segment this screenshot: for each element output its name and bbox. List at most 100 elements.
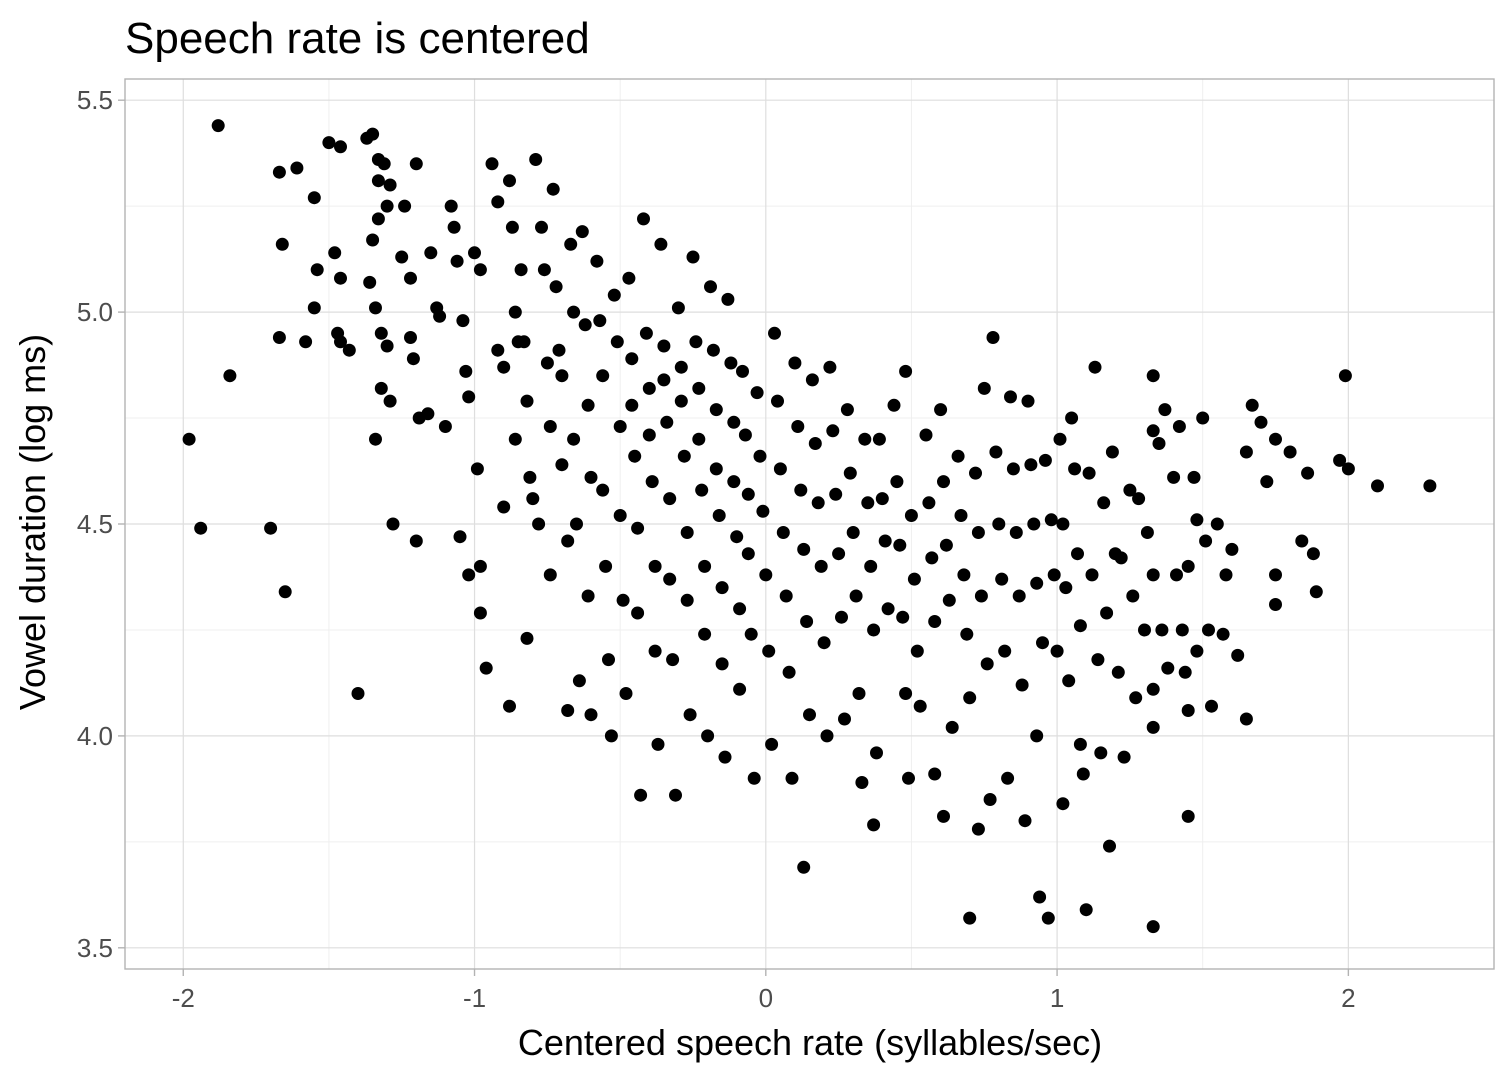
data-point xyxy=(473,606,487,620)
data-point xyxy=(334,335,347,349)
data-point xyxy=(858,432,872,446)
data-point xyxy=(275,237,289,251)
data-point xyxy=(934,403,948,417)
data-point xyxy=(843,466,857,480)
data-point xyxy=(1117,750,1131,764)
data-point xyxy=(433,309,447,323)
data-point xyxy=(899,364,913,378)
data-point xyxy=(829,487,843,501)
data-point xyxy=(1187,470,1201,484)
data-point xyxy=(529,153,543,166)
data-point xyxy=(619,687,633,700)
data-point xyxy=(727,415,741,429)
data-point xyxy=(945,720,959,734)
data-point xyxy=(715,581,729,595)
data-point xyxy=(671,301,685,315)
data-point xyxy=(593,314,607,328)
data-point xyxy=(980,657,994,671)
data-point xyxy=(1027,517,1041,531)
data-point xyxy=(607,288,621,302)
data-point xyxy=(406,352,420,366)
chart-title: Speech rate is centered xyxy=(125,14,590,63)
data-point xyxy=(1036,636,1049,650)
data-point xyxy=(567,432,581,446)
data-point xyxy=(677,449,691,463)
data-point xyxy=(1015,678,1029,692)
data-point xyxy=(1047,568,1061,582)
data-point xyxy=(881,602,895,616)
data-point xyxy=(328,246,342,260)
data-point xyxy=(637,212,650,226)
data-point xyxy=(651,737,665,751)
data-point xyxy=(989,445,1003,459)
data-point xyxy=(555,369,569,383)
data-point xyxy=(616,593,630,607)
data-point xyxy=(753,449,767,463)
data-point xyxy=(570,517,583,531)
data-point xyxy=(497,360,511,374)
data-point xyxy=(782,665,796,679)
data-point xyxy=(998,644,1012,658)
data-point xyxy=(479,661,493,675)
data-point xyxy=(450,254,464,268)
data-point xyxy=(404,331,417,344)
data-point xyxy=(907,572,921,586)
data-point xyxy=(683,708,697,722)
data-point xyxy=(1219,568,1233,582)
data-point xyxy=(1082,466,1096,480)
data-point xyxy=(1146,568,1160,582)
data-point xyxy=(631,606,645,620)
data-point xyxy=(849,589,863,603)
data-point xyxy=(622,271,636,285)
data-point xyxy=(1073,619,1087,633)
data-point xyxy=(698,559,712,573)
data-point xyxy=(1239,712,1253,726)
data-point xyxy=(1114,551,1128,565)
data-point xyxy=(1132,492,1146,506)
data-point xyxy=(733,602,747,616)
data-point xyxy=(817,636,831,650)
data-point xyxy=(902,771,915,785)
data-point xyxy=(698,627,712,641)
data-point xyxy=(750,386,764,400)
data-point xyxy=(919,428,933,442)
data-point xyxy=(701,729,715,743)
data-point xyxy=(986,331,1000,344)
data-point xyxy=(508,432,522,446)
data-point xyxy=(1071,547,1084,561)
data-point xyxy=(939,538,953,552)
data-point xyxy=(1091,653,1105,667)
data-point xyxy=(730,530,744,544)
data-point xyxy=(444,199,458,213)
data-point xyxy=(808,437,822,450)
data-point xyxy=(1199,534,1213,548)
data-point xyxy=(704,280,717,294)
data-point xyxy=(1333,453,1347,467)
data-point xyxy=(870,746,883,760)
data-point xyxy=(535,220,548,234)
data-point xyxy=(1001,771,1015,785)
data-point xyxy=(913,699,927,713)
data-point xyxy=(686,250,700,264)
y-tick-label: 4.5 xyxy=(77,509,113,539)
data-point xyxy=(503,699,516,713)
data-point xyxy=(514,263,528,277)
data-point xyxy=(814,559,828,573)
data-point xyxy=(771,394,784,408)
data-point xyxy=(369,301,382,315)
data-point xyxy=(1216,627,1230,641)
data-point xyxy=(1231,648,1245,662)
data-point xyxy=(1050,644,1064,658)
data-point xyxy=(1309,585,1323,599)
data-point xyxy=(1178,665,1192,679)
data-point xyxy=(971,822,985,836)
data-point xyxy=(1024,458,1038,472)
data-point xyxy=(543,420,557,433)
data-point xyxy=(805,373,819,387)
data-point xyxy=(1202,623,1215,637)
data-point xyxy=(657,373,671,387)
data-point xyxy=(893,538,907,552)
data-point xyxy=(747,771,761,785)
data-point xyxy=(453,530,467,544)
data-point xyxy=(1146,920,1160,934)
